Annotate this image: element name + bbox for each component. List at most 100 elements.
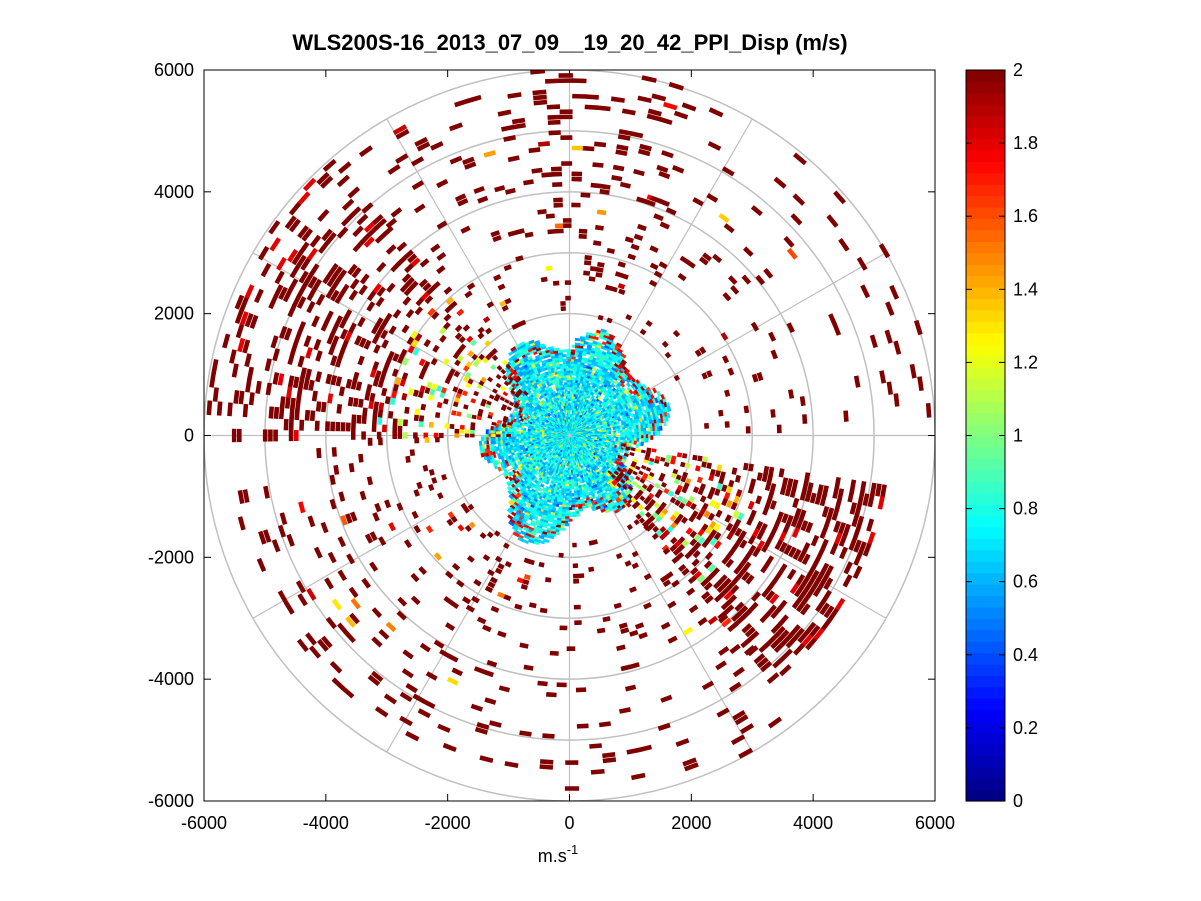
data-cell	[403, 419, 408, 427]
data-cell	[607, 387, 613, 392]
data-cell	[575, 513, 581, 517]
data-cells	[206, 70, 932, 791]
data-cell	[548, 346, 554, 351]
data-cell	[531, 434, 535, 437]
data-cell	[262, 429, 268, 442]
data-cell	[560, 527, 566, 531]
data-cell	[545, 386, 550, 390]
data-cell	[377, 416, 383, 425]
data-cell	[641, 383, 647, 390]
data-cell	[470, 429, 475, 434]
data-cell	[382, 424, 387, 433]
plot-area: -6000 -4000 -2000 0 2000 4000 6000 60004000200…	[148, 60, 955, 833]
data-cell	[568, 428, 571, 432]
data-cell	[479, 444, 483, 451]
data-cell	[592, 435, 596, 439]
data-cell	[583, 434, 587, 437]
data-cell	[459, 424, 465, 430]
data-cell	[571, 349, 576, 353]
data-cell	[397, 432, 403, 439]
data-cell	[567, 451, 570, 455]
data-cell	[388, 411, 394, 419]
data-cell	[478, 440, 483, 446]
data-cell	[490, 425, 494, 431]
data-cell	[397, 425, 403, 433]
data-cell	[604, 435, 608, 438]
data-cell	[304, 409, 311, 421]
data-cell	[568, 500, 573, 504]
data-cell	[501, 433, 505, 438]
data-cell	[650, 435, 654, 440]
data-cell	[568, 411, 571, 415]
data-cell	[325, 421, 330, 432]
data-cell	[289, 408, 295, 420]
data-cell	[283, 418, 289, 431]
data-cell	[619, 449, 624, 454]
data-cell	[562, 358, 567, 362]
data-cell	[616, 348, 624, 354]
data-cell	[659, 425, 663, 431]
data-cell	[506, 434, 511, 437]
data-cell	[314, 420, 320, 431]
data-cell	[567, 390, 571, 395]
data-cell	[568, 414, 571, 418]
data-cell	[294, 408, 300, 421]
data-cell	[624, 367, 631, 374]
data-cell	[356, 414, 362, 424]
data-cell	[628, 374, 634, 381]
data-cell	[567, 416, 570, 420]
data-cell	[490, 439, 494, 445]
data-cell	[604, 370, 610, 376]
data-cell	[590, 434, 594, 437]
data-cell	[273, 429, 278, 442]
data-cell	[480, 436, 485, 442]
data-cell	[592, 340, 598, 345]
data-cell	[548, 387, 553, 392]
data-cell	[288, 429, 294, 442]
data-cell	[299, 419, 305, 431]
data-cell	[645, 437, 649, 443]
data-cell	[569, 458, 572, 462]
data-cell	[592, 336, 599, 341]
data-cell	[635, 443, 639, 449]
data-cell	[565, 367, 570, 371]
data-cell	[617, 417, 622, 422]
data-cell	[579, 336, 586, 340]
data-cell	[470, 425, 476, 431]
data-cell	[372, 416, 378, 425]
data-cell	[231, 428, 237, 443]
data-cell	[555, 392, 559, 397]
data-cell	[548, 518, 554, 523]
data-cell	[565, 360, 571, 364]
data-cell	[564, 349, 570, 353]
data-cell	[361, 431, 366, 440]
data-cell	[621, 359, 627, 365]
data-cell	[629, 428, 633, 433]
data-cell	[667, 405, 672, 412]
data-cell	[392, 432, 397, 439]
data-cell	[636, 437, 640, 442]
data-cell	[278, 407, 285, 420]
data-cell	[676, 452, 683, 458]
data-cell	[495, 434, 501, 437]
data-cell	[486, 444, 490, 450]
data-cell	[464, 433, 470, 438]
data-cell	[702, 456, 708, 463]
data-cell	[449, 423, 455, 429]
data-cell	[566, 372, 571, 376]
data-cell	[568, 479, 572, 483]
data-cell	[600, 328, 607, 334]
data-cell	[648, 390, 654, 396]
data-cell	[470, 422, 476, 427]
data-cell	[268, 429, 273, 442]
data-cell	[620, 382, 626, 388]
data-cell	[330, 421, 336, 432]
data-cell	[692, 454, 698, 461]
data-cell	[634, 434, 638, 439]
data-cell	[607, 338, 614, 344]
data-cell	[569, 395, 573, 399]
data-cell	[439, 432, 444, 439]
data-cell	[392, 425, 398, 433]
data-cell	[567, 400, 570, 404]
data-cell	[591, 367, 597, 372]
